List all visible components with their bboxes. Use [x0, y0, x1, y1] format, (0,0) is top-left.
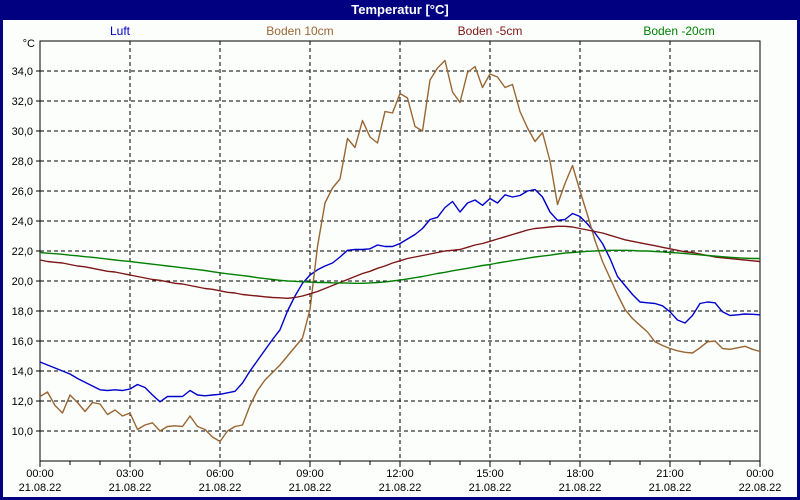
x-tick-date: 21.08.22	[559, 482, 602, 494]
x-axis-labels: 00:00 21.08.22 03:00 21.08.22 06:00 21.08.22 0…	[19, 468, 782, 494]
svg-text:10,0: 10,0	[12, 426, 33, 438]
legend-boden-5cm: Boden -5cm	[457, 24, 523, 38]
series-line-boden-5cm	[39, 225, 761, 299]
x-tick-date: 21.08.22	[289, 482, 332, 494]
x-tick-date: 22.08.22	[739, 482, 782, 494]
x-tick-date: 21.08.22	[379, 482, 422, 494]
x-tick-time: 00:00	[746, 468, 774, 480]
x-tick-date: 21.08.22	[19, 482, 62, 494]
svg-text:20,0: 20,0	[12, 276, 33, 288]
x-tick-date: 21.08.22	[199, 482, 242, 494]
x-tick-time: 18:00	[566, 468, 594, 480]
x-tick-date: 21.08.22	[469, 482, 512, 494]
svg-text:16,0: 16,0	[12, 336, 33, 348]
y-axis-labels: 34,0 32,0 30,0 28,0 26,0 24,0 22,0 20,0 18,0 16,0…	[12, 66, 33, 438]
axis-ticks	[36, 70, 761, 467]
window-title: Temperatur [°C]	[351, 2, 449, 17]
legend-boden-20cm: Boden -20cm	[643, 24, 715, 38]
x-tick-date: 21.08.22	[109, 482, 152, 494]
svg-text:32,0: 32,0	[12, 96, 33, 108]
x-tick-time: 15:00	[476, 468, 504, 480]
series-line-boden-10cm	[39, 59, 761, 443]
series-line-luft	[39, 188, 761, 403]
x-tick-time: 09:00	[296, 468, 324, 480]
x-tick-time: 00:00	[26, 468, 54, 480]
svg-text:34,0: 34,0	[12, 66, 33, 78]
svg-text:12,0: 12,0	[12, 396, 33, 408]
y-axis-unit-label: °C	[22, 38, 35, 50]
svg-text:22,0: 22,0	[12, 246, 33, 258]
svg-text:26,0: 26,0	[12, 186, 33, 198]
window-title-bar: Temperatur [°C]	[0, 0, 800, 20]
x-tick-time: 12:00	[386, 468, 414, 480]
plot-border	[39, 40, 761, 462]
x-tick-time: 03:00	[116, 468, 144, 480]
x-tick-time: 06:00	[206, 468, 234, 480]
svg-text:30,0: 30,0	[12, 126, 33, 138]
svg-text:14,0: 14,0	[12, 366, 33, 378]
legend-boden-10cm: Boden 10cm	[266, 24, 334, 38]
series-line-boden-20cm	[39, 249, 760, 284]
svg-text:28,0: 28,0	[12, 156, 33, 168]
svg-text:24,0: 24,0	[12, 216, 33, 228]
x-tick-time: 21:00	[656, 468, 684, 480]
x-tick-date: 21.08.22	[649, 482, 692, 494]
legend-luft: Luft	[109, 24, 131, 38]
svg-text:18,0: 18,0	[12, 306, 33, 318]
